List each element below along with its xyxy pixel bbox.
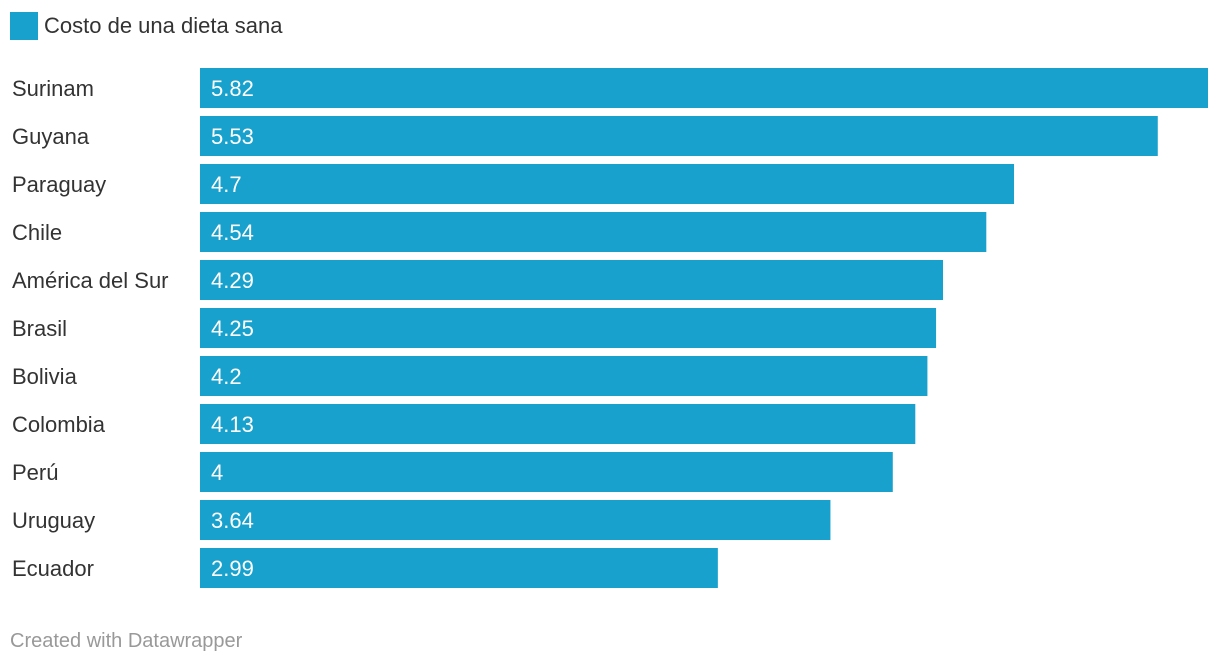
bar	[200, 500, 831, 540]
bar-value-label: 4.29	[211, 268, 254, 293]
bar-value-label: 3.64	[211, 508, 254, 533]
bar-value-label: 4.13	[211, 412, 254, 437]
bar	[200, 356, 928, 396]
bar	[200, 260, 944, 300]
category-label: Bolivia	[12, 364, 78, 389]
bar	[200, 116, 1158, 156]
bar-value-label: 4.54	[211, 220, 254, 245]
bar-value-label: 5.82	[211, 76, 254, 101]
category-label: Colombia	[12, 412, 106, 437]
bar	[200, 548, 718, 588]
bar-value-label: 4	[211, 460, 223, 485]
bar	[200, 452, 893, 492]
category-label: Perú	[12, 460, 58, 485]
category-label: Chile	[12, 220, 62, 245]
bar	[200, 308, 937, 348]
bar-chart: Surinam 5.82 Guyana 5.53 Paraguay 4.7 Chile 4.5…	[12, 68, 1208, 588]
category-label: Guyana	[12, 124, 90, 149]
bar	[200, 404, 916, 444]
category-label: Brasil	[12, 316, 67, 341]
category-label: Ecuador	[12, 556, 94, 581]
bar-value-label: 2.99	[211, 556, 254, 581]
bar-value-label: 4.2	[211, 364, 242, 389]
bar	[200, 164, 1015, 204]
bar-value-label: 4.25	[211, 316, 254, 341]
legend-swatch	[10, 12, 38, 40]
bar	[200, 68, 1208, 108]
bar	[200, 212, 987, 252]
category-label: Paraguay	[12, 172, 106, 197]
category-label: Surinam	[12, 76, 94, 101]
legend: Costo de una dieta sana	[10, 10, 283, 42]
category-label: América del Sur	[12, 268, 169, 293]
legend-label: Costo de una dieta sana	[44, 13, 283, 38]
bar-value-label: 5.53	[211, 124, 254, 149]
bar-value-label: 4.7	[211, 172, 242, 197]
category-label: Uruguay	[12, 508, 95, 533]
footer-credit: Created with Datawrapper	[10, 630, 243, 652]
